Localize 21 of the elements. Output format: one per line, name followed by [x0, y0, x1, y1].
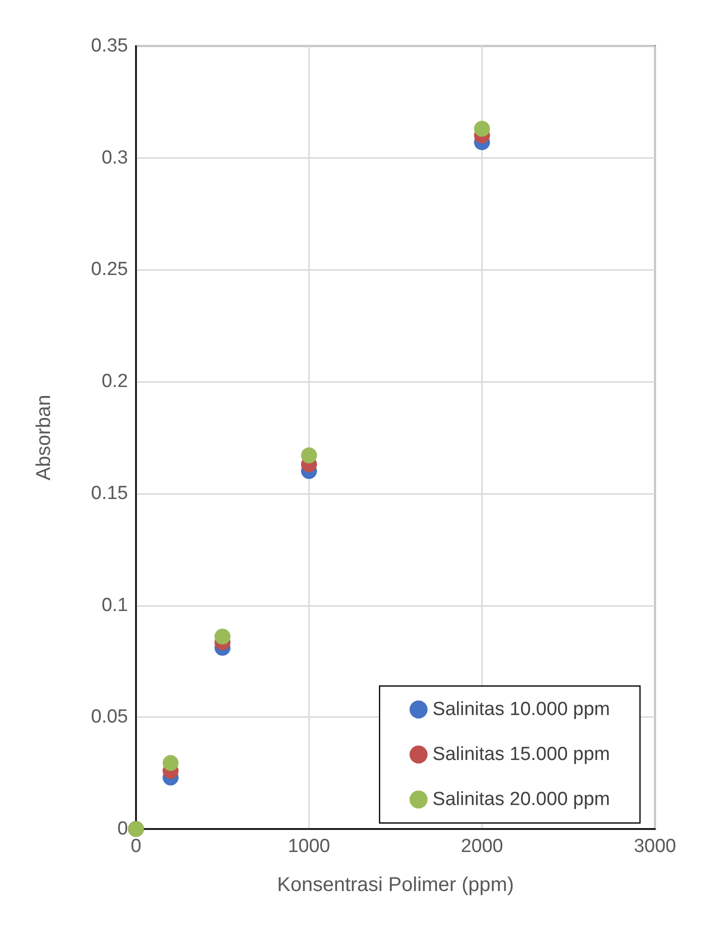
- y-tick-label: 0.1: [102, 594, 128, 616]
- x-tick-label: 1000: [288, 836, 330, 857]
- point: [214, 628, 230, 645]
- x-tick-label: 3000: [634, 836, 676, 857]
- x-axis-title: Konsentrasi Polimer (ppm): [277, 874, 514, 896]
- y-tick-label: 0.15: [91, 482, 128, 504]
- y-tick-label: 0.3: [102, 147, 128, 168]
- point: [301, 447, 317, 464]
- legend-label: Salinitas 15.000 ppm: [432, 744, 610, 765]
- legend-label: Salinitas 20.000 ppm: [432, 789, 610, 810]
- y-tick-label: 0: [117, 818, 128, 840]
- point: [474, 120, 490, 137]
- y-tick-label: 0.2: [102, 371, 128, 392]
- y-tick-label: 0.05: [91, 706, 128, 728]
- x-tick-label: 0: [130, 836, 142, 857]
- y-tick-label: 0.25: [91, 259, 128, 280]
- x-tick-label: 2000: [460, 836, 504, 857]
- point: [162, 755, 179, 771]
- y-axis-title: Absorban: [33, 394, 55, 480]
- legend-label: Salinitas 10.000 ppm: [432, 699, 610, 720]
- y-tick-label: 0.35: [91, 36, 128, 56]
